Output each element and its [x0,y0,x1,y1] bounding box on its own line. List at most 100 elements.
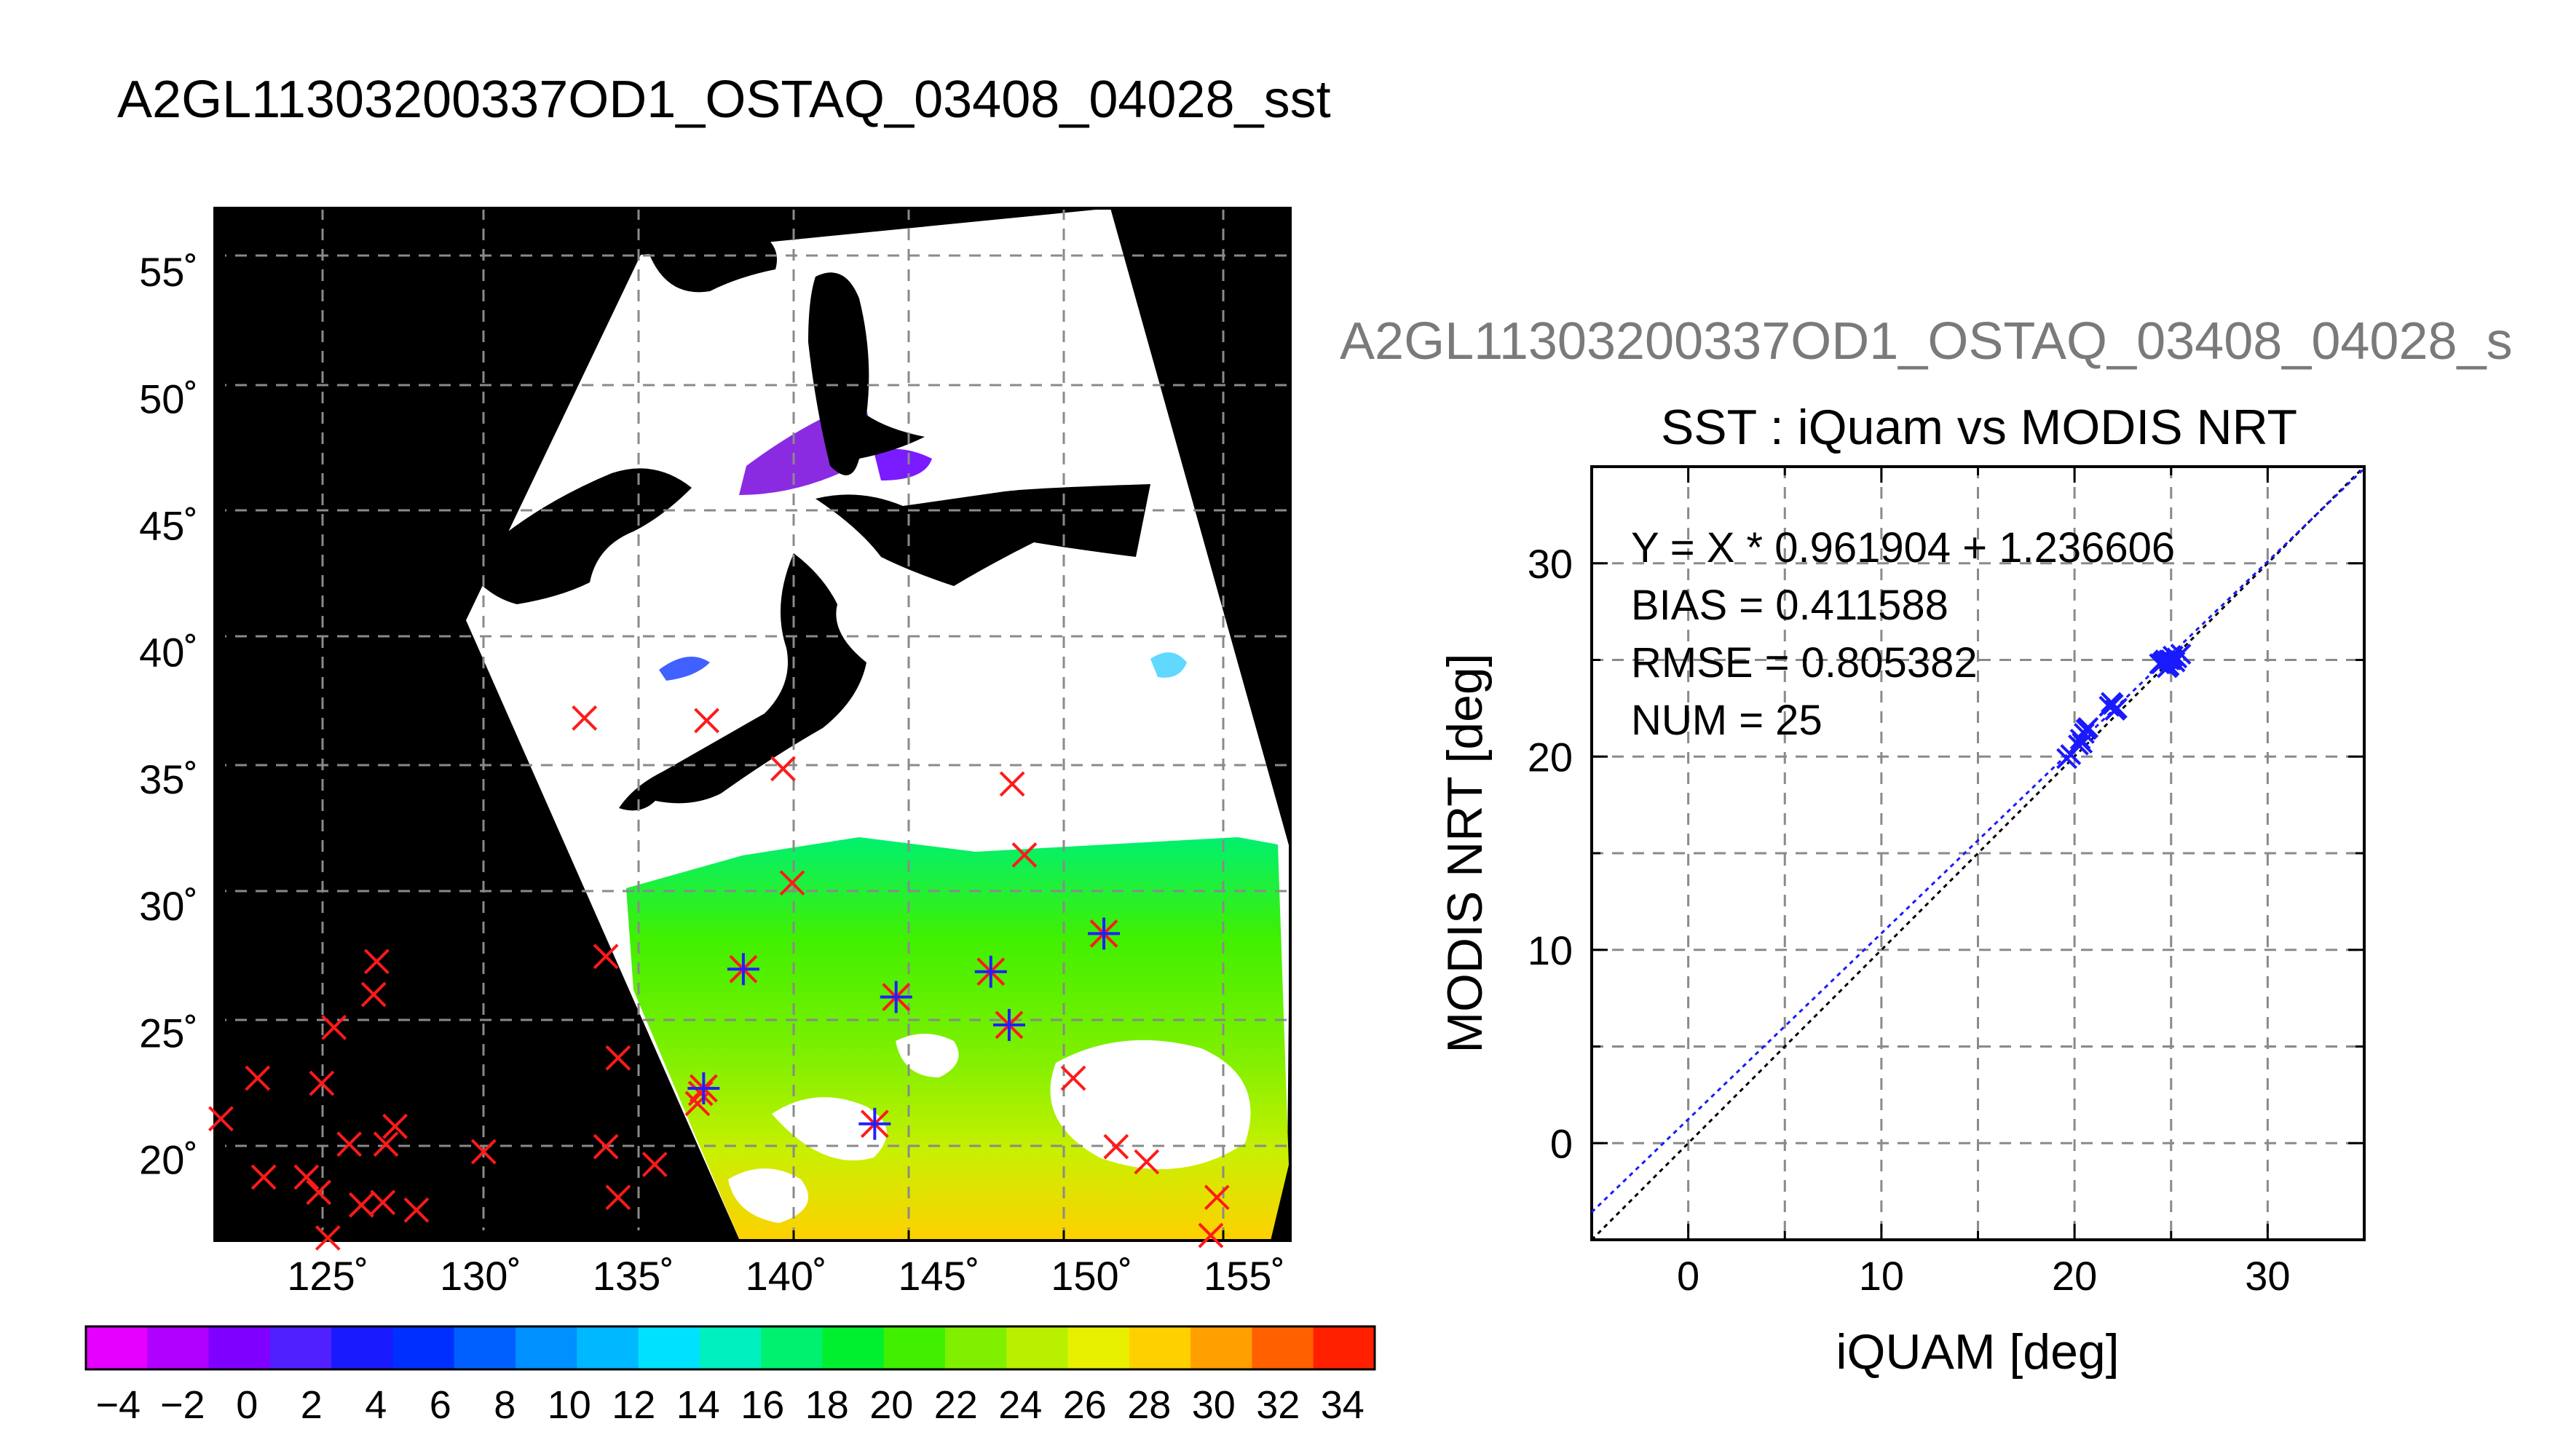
map-gridlines [215,208,1290,1241]
fit-equation: Y = X * 0.961904 + 1.236606 [1631,524,2175,571]
matched-marker [880,981,912,1013]
insitu-marker [315,1225,341,1251]
insitu-marker [470,1139,497,1165]
colorbar-cell [1006,1326,1069,1369]
map-lat-tick-label: 20˚ [139,1137,198,1183]
map-lat-tick-label: 40˚ [139,630,198,676]
insitu-marker [779,870,805,896]
cold-patch [659,657,710,681]
insitu-marker [306,1179,332,1206]
map-lat-tick-label: 45˚ [139,503,198,549]
map-lon-labels: 125˚ 130˚ 135˚ 140˚ 145˚ 150˚ 155˚ [287,1253,1285,1299]
scatter-title: SST : iQuam vs MODIS NRT [1661,400,2297,455]
insitu-marker [360,981,387,1008]
scatter-x-tick-label: 30 [2245,1253,2290,1299]
colorbar-tick-label: 4 [365,1383,387,1427]
colorbar-cell [1252,1326,1314,1369]
insitu-marker [373,1131,399,1158]
colorbar-tick-label: 6 [430,1383,451,1427]
colorbar-tick-label: 18 [805,1383,849,1427]
scatter-x-tick-labels: 0 10 20 30 [1677,1253,2290,1299]
colorbar-tick-label: 26 [1063,1383,1107,1427]
map-tick-marks [215,254,1225,1241]
insitu-marker [250,1164,277,1190]
map-lon-tick-label: 155˚ [1204,1253,1285,1299]
colorbar-cell [761,1326,824,1369]
insitu-marker [572,705,598,731]
insitu-marker [1103,1133,1129,1160]
colorbar-cell [516,1326,578,1369]
colorbar-cell [454,1326,516,1369]
colorbar-cell [331,1326,394,1369]
colorbar-tick-label: 30 [1192,1383,1236,1427]
scatter-y-axis-label: MODIS NRT [deg] [1437,653,1493,1053]
scatter-point [2158,649,2180,670]
scatter-lines [1590,465,2366,1241]
matched-marker [974,955,1007,988]
colorbar-tick-label: 22 [934,1383,978,1427]
insitu-marker [1198,1222,1224,1249]
colorbar-tick-label: 8 [494,1383,516,1427]
cloud-patch [772,1097,887,1160]
colorbar-tick-label: 2 [301,1383,323,1427]
colorbar-tick-label: 14 [676,1383,720,1427]
insitu-marker [348,1192,374,1218]
map-lon-tick-label: 140˚ [746,1253,827,1299]
colorbar-cell [269,1326,333,1369]
matched-marker [1088,917,1121,950]
land-sakhalin [648,229,777,293]
identity-line [1590,465,2366,1241]
colorbar-cell [1129,1326,1192,1369]
sea-ice-region [874,448,932,480]
colorbar-tick-label: 0 [236,1383,258,1427]
map-lat-tick-label: 35˚ [139,756,198,802]
matched-marker [687,1072,720,1104]
scatter-y-tick-label: 20 [1528,734,1573,780]
colorbar-tick-label: 10 [548,1383,591,1427]
colorbar-cell [699,1326,762,1369]
colorbar-tick-label: −4 [95,1383,141,1427]
scatter-y-tick-labels: 0 10 20 30 [1528,541,1573,1167]
colorbar-cell [86,1326,149,1369]
map-lon-tick-label: 135˚ [593,1253,674,1299]
colorbar-tick-label: −2 [160,1383,205,1427]
colorbar-frame [84,1325,1376,1371]
insitu-marker [641,1152,668,1177]
colorbar-cell [822,1326,885,1369]
colorbar-tick-label: 16 [741,1383,784,1427]
insitu-marker [403,1197,430,1223]
colorbar-labels: −4 −2 0 2 4 6 8 10 12 14 16 18 20 22 24 26 28 30 32 34 [95,1383,1364,1427]
insitu-marker [694,708,719,734]
scatter-points [2056,644,2192,769]
insitu-marker [1204,1184,1230,1211]
scatter-x-axis-label: iQUAM [deg] [1836,1324,2119,1380]
insitu-marker [593,943,619,970]
insitu-marker [1134,1149,1160,1175]
insitu-marker [684,1091,711,1117]
file-title-right: A2GL11303200337OD1_OSTAQ_03408_04028_s [1340,312,2513,371]
colorbar-tick-label: 28 [1127,1383,1171,1427]
colorbar-tick-label: 20 [869,1383,913,1427]
scatter-y-tick-label: 30 [1528,541,1573,587]
insitu-marker [770,756,796,782]
scatter-tick-marks [1590,465,2366,1241]
map-lat-tick-label: 30˚ [139,883,198,929]
scatter-point [2104,700,2126,721]
insitu-marker [370,1190,396,1216]
insitu-marker [293,1164,320,1190]
scatter-y-tick-label: 10 [1528,927,1573,973]
scatter-point [2060,744,2082,766]
map-lon-tick-label: 150˚ [1051,1253,1132,1299]
file-title: A2GL11303200337OD1_OSTAQ_03408_04028_sst [117,71,1331,129]
scatter-x-tick-label: 10 [1859,1253,1904,1299]
insitu-marker [321,1014,347,1040]
insitu-marker [605,1184,631,1211]
colorbar-cell [883,1326,946,1369]
scatter-x-tick-label: 20 [2052,1253,2097,1299]
insitu-marker [309,1070,335,1096]
scatter-gridlines [1592,467,2364,1240]
scatter-x-tick-label: 0 [1677,1253,1699,1299]
matched-marker [727,953,759,986]
colorbar-cells [86,1326,1375,1369]
